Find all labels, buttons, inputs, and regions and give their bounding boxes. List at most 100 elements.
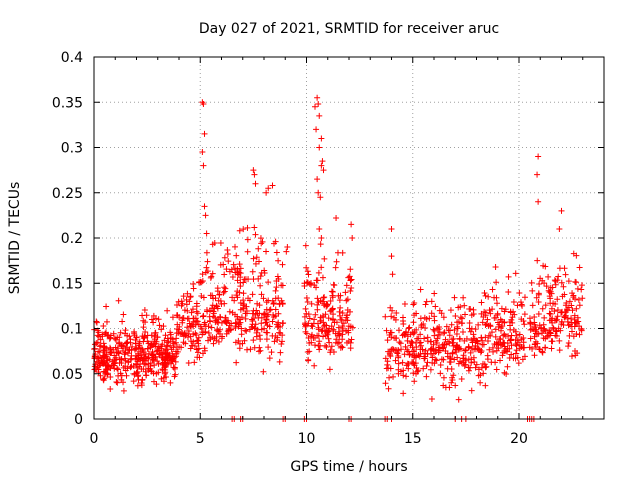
- data-point: [568, 328, 575, 335]
- data-point: [198, 325, 205, 332]
- data-point: [206, 317, 213, 324]
- data-point: [453, 342, 460, 349]
- data-point: [423, 362, 430, 369]
- data-point: [422, 301, 429, 308]
- data-point: [473, 337, 480, 344]
- data-point: [223, 266, 230, 273]
- data-point: [442, 336, 449, 343]
- x-tick-label: 20: [510, 431, 528, 447]
- data-point: [185, 359, 192, 366]
- data-point: [546, 317, 553, 324]
- data-point: [560, 283, 567, 290]
- data-point: [225, 325, 232, 332]
- data-point: [459, 329, 466, 336]
- data-point: [417, 315, 424, 322]
- data-point: [499, 352, 506, 359]
- data-point: [339, 309, 346, 316]
- data-point: [243, 328, 250, 335]
- data-point: [548, 338, 555, 345]
- data-point: [339, 249, 346, 256]
- data-point: [236, 345, 243, 352]
- data-point: [271, 338, 278, 345]
- data-point: [223, 318, 230, 325]
- data-point: [139, 376, 146, 383]
- data-point: [535, 153, 542, 160]
- data-point: [475, 346, 482, 353]
- data-point: [481, 290, 488, 297]
- data-point: [456, 336, 463, 343]
- data-point: [150, 341, 157, 348]
- data-point: [164, 307, 171, 314]
- data-point: [325, 315, 332, 322]
- data-point: [210, 340, 217, 347]
- data-point: [531, 352, 538, 359]
- data-point: [440, 382, 447, 389]
- data-point: [512, 270, 519, 277]
- data-point: [226, 322, 233, 329]
- data-point: [417, 331, 424, 338]
- data-point: [330, 349, 337, 356]
- data-point: [388, 313, 395, 320]
- data-point: [123, 372, 130, 379]
- x-tick-label: 0: [90, 431, 99, 447]
- data-point: [553, 332, 560, 339]
- data-point: [521, 294, 528, 301]
- data-point: [117, 329, 124, 336]
- data-point: [416, 339, 423, 346]
- data-point: [458, 359, 465, 366]
- data-point: [145, 367, 152, 374]
- data-point: [569, 307, 576, 314]
- data-point: [564, 318, 571, 325]
- data-point: [201, 345, 208, 352]
- data-point: [321, 302, 328, 309]
- data-point: [319, 158, 326, 165]
- data-point: [236, 289, 243, 296]
- data-point: [272, 238, 279, 245]
- data-point: [187, 323, 194, 330]
- data-point: [529, 302, 536, 309]
- data-point: [558, 321, 565, 328]
- data-point: [222, 314, 229, 321]
- data-point: [459, 320, 466, 327]
- data-point: [238, 314, 245, 321]
- data-point: [233, 292, 240, 299]
- y-tick-label: 0.15: [52, 276, 83, 292]
- data-point: [385, 385, 392, 392]
- data-point: [521, 311, 528, 318]
- data-point: [493, 279, 500, 286]
- data-point: [133, 369, 140, 376]
- data-point: [309, 331, 316, 338]
- data-point: [498, 324, 505, 331]
- data-point: [344, 312, 351, 319]
- data-point: [508, 316, 515, 323]
- data-point: [565, 340, 572, 347]
- data-point: [139, 347, 146, 354]
- data-point: [257, 282, 264, 289]
- data-point: [466, 305, 473, 312]
- data-point: [205, 337, 212, 344]
- data-point: [547, 295, 554, 302]
- data-point: [336, 308, 343, 315]
- data-point: [203, 264, 210, 271]
- data-point: [180, 339, 187, 346]
- data-point: [200, 312, 207, 319]
- data-point: [242, 315, 249, 322]
- data-point: [573, 305, 580, 312]
- data-point: [455, 360, 462, 367]
- data-point: [512, 350, 519, 357]
- data-point: [450, 372, 457, 379]
- data-point: [578, 325, 585, 332]
- data-point: [344, 296, 351, 303]
- data-point: [455, 304, 462, 311]
- data-point: [189, 342, 196, 349]
- data-point: [242, 327, 249, 334]
- data-point: [314, 277, 321, 284]
- data-point: [422, 347, 429, 354]
- data-point: [468, 387, 475, 394]
- data-point: [493, 347, 500, 354]
- data-point: [214, 327, 221, 334]
- data-point: [477, 349, 484, 356]
- data-point: [254, 326, 261, 333]
- data-point: [314, 94, 321, 101]
